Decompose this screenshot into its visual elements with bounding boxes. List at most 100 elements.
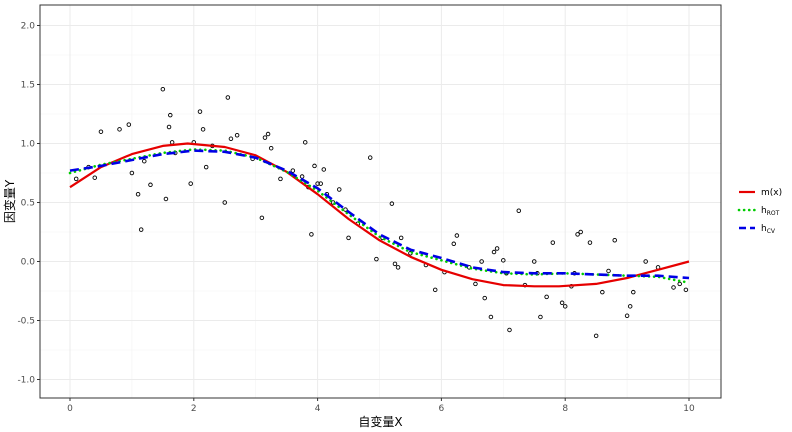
data-point xyxy=(562,304,568,309)
data-point xyxy=(389,201,395,206)
series-line-3 xyxy=(69,149,690,280)
legend-subscript-3: CV xyxy=(767,228,776,235)
data-point xyxy=(538,314,543,320)
data-point xyxy=(126,122,132,127)
data-point xyxy=(117,127,122,132)
data-point xyxy=(671,285,676,290)
data-point xyxy=(138,227,144,232)
data-point xyxy=(346,235,351,241)
data-point xyxy=(160,86,166,92)
data-point xyxy=(200,127,206,132)
data-point xyxy=(259,215,265,221)
data-point xyxy=(544,294,549,300)
minor-gridlines xyxy=(40,5,721,398)
x-tick-label: 10 xyxy=(683,404,695,414)
x-axis-title: 自变量X xyxy=(358,414,402,429)
data-point xyxy=(606,268,611,274)
data-point xyxy=(398,235,404,241)
data-point xyxy=(163,196,169,202)
data-point xyxy=(392,261,398,267)
x-tick-label: 8 xyxy=(562,404,568,414)
data-point xyxy=(532,259,537,264)
data-point xyxy=(454,233,460,238)
legend: m(x) hROT hCV xyxy=(737,188,782,235)
data-point xyxy=(624,313,630,319)
y-tick-label: -1.0 xyxy=(17,376,35,386)
data-point xyxy=(432,287,438,293)
data-point xyxy=(494,246,500,251)
data-point xyxy=(315,181,320,186)
data-point xyxy=(318,181,323,186)
legend-label-1: m(x) xyxy=(761,188,782,198)
data-point xyxy=(451,241,457,247)
data-point xyxy=(321,167,327,172)
y-tick-label: 1.5 xyxy=(21,81,35,91)
data-point xyxy=(612,238,617,243)
data-point xyxy=(166,124,172,130)
data-point xyxy=(262,135,268,140)
data-point xyxy=(575,232,580,237)
data-point xyxy=(268,145,274,151)
legend-subscript-2: ROT xyxy=(767,210,780,217)
y-axis: -1.0 -0.5 0.0 0.5 1.0 1.5 2.0 xyxy=(17,22,40,386)
y-tick-label: 2.0 xyxy=(21,22,36,32)
y-tick-label: 1.0 xyxy=(21,140,36,150)
data-point xyxy=(374,256,379,262)
data-point xyxy=(587,240,593,245)
data-point xyxy=(148,182,153,188)
data-point xyxy=(302,140,308,145)
y-axis-title: 因变量Y xyxy=(2,179,17,223)
data-point xyxy=(98,129,104,134)
data-point xyxy=(225,95,231,100)
legend-label-3: hCV xyxy=(761,224,776,235)
data-point xyxy=(278,176,283,182)
x-tick-label: 2 xyxy=(191,404,197,414)
data-point xyxy=(222,200,227,205)
data-point xyxy=(600,289,605,295)
x-tick-label: 4 xyxy=(315,404,321,414)
data-point xyxy=(337,187,342,192)
data-point xyxy=(627,304,633,309)
x-tick-label: 6 xyxy=(439,404,445,414)
major-gridlines xyxy=(40,5,721,398)
data-point xyxy=(92,175,98,180)
data-point xyxy=(73,176,79,182)
data-point xyxy=(142,158,147,164)
y-tick-label: -0.5 xyxy=(17,317,35,327)
legend-label-2: hROT xyxy=(761,206,780,217)
data-point xyxy=(631,289,636,295)
data-point xyxy=(367,155,373,160)
data-point xyxy=(129,170,135,176)
data-point xyxy=(488,314,494,320)
data-point xyxy=(578,229,583,235)
data-point xyxy=(395,265,401,270)
panel-border xyxy=(39,4,722,399)
data-point xyxy=(168,112,173,118)
data-point xyxy=(135,191,141,197)
series-line-1 xyxy=(69,142,690,288)
data-point xyxy=(683,287,689,293)
y-tick-label: 0.0 xyxy=(21,258,36,268)
data-point xyxy=(228,136,234,142)
series-line-2 xyxy=(68,148,691,285)
data-point xyxy=(643,259,648,264)
data-point xyxy=(516,208,522,214)
data-point xyxy=(203,164,209,170)
y-tick-label: 0.5 xyxy=(21,199,35,209)
data-point xyxy=(491,249,497,255)
data-point xyxy=(234,132,240,138)
data-point xyxy=(501,258,506,263)
data-point xyxy=(188,181,193,186)
data-point xyxy=(290,168,296,173)
data-point xyxy=(197,109,203,114)
scatter-points xyxy=(73,86,689,339)
data-point xyxy=(677,281,682,287)
data-point xyxy=(482,295,487,301)
data-point xyxy=(309,232,314,237)
data-point xyxy=(265,131,271,137)
data-point xyxy=(550,240,556,245)
data-point xyxy=(312,163,317,169)
data-point xyxy=(593,333,599,339)
